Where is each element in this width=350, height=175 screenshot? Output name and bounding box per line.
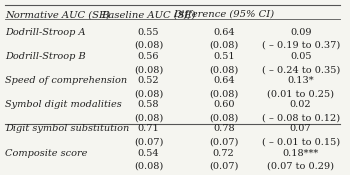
- Text: 0.54: 0.54: [138, 149, 159, 158]
- Text: 0.07: 0.07: [290, 124, 312, 133]
- Text: ( – 0.01 to 0.15): ( – 0.01 to 0.15): [261, 138, 340, 147]
- Text: Symbol digit modalities: Symbol digit modalities: [5, 100, 121, 109]
- Text: (0.08): (0.08): [134, 41, 163, 50]
- Text: Dodrill-Stroop A: Dodrill-Stroop A: [5, 28, 85, 37]
- Text: Baseline AUC (SE): Baseline AUC (SE): [101, 10, 196, 19]
- Text: 0.18***: 0.18***: [282, 149, 319, 158]
- Text: (0.07): (0.07): [209, 162, 238, 171]
- Text: (0.08): (0.08): [134, 113, 163, 122]
- Text: 0.64: 0.64: [213, 76, 234, 85]
- Text: (0.08): (0.08): [134, 89, 163, 98]
- Text: Dodrill-Stroop B: Dodrill-Stroop B: [5, 52, 85, 61]
- Text: (0.08): (0.08): [209, 89, 238, 98]
- Text: 0.56: 0.56: [138, 52, 159, 61]
- Text: Normative AUC (SE): Normative AUC (SE): [5, 10, 110, 19]
- Text: Speed of comprehension: Speed of comprehension: [5, 76, 127, 85]
- Text: Difference (95% CI): Difference (95% CI): [173, 10, 274, 19]
- Text: 0.02: 0.02: [290, 100, 312, 109]
- Text: (0.07): (0.07): [134, 138, 163, 147]
- Text: ( – 0.24 to 0.35): ( – 0.24 to 0.35): [261, 65, 340, 74]
- Text: Composite score: Composite score: [5, 149, 87, 158]
- Text: (0.08): (0.08): [134, 162, 163, 171]
- Text: 0.09: 0.09: [290, 28, 312, 37]
- Text: (0.08): (0.08): [134, 65, 163, 74]
- Text: 0.64: 0.64: [213, 28, 234, 37]
- Text: (0.07): (0.07): [209, 138, 238, 147]
- Text: (0.08): (0.08): [209, 65, 238, 74]
- Text: 0.13*: 0.13*: [287, 76, 314, 85]
- Text: ( – 0.08 to 0.12): ( – 0.08 to 0.12): [261, 113, 340, 122]
- Text: 0.58: 0.58: [138, 100, 159, 109]
- Text: (0.01 to 0.25): (0.01 to 0.25): [267, 89, 334, 98]
- Text: 0.71: 0.71: [138, 124, 159, 133]
- Text: (0.08): (0.08): [209, 113, 238, 122]
- Text: 0.52: 0.52: [138, 76, 159, 85]
- Text: 0.51: 0.51: [213, 52, 234, 61]
- Text: (0.07 to 0.29): (0.07 to 0.29): [267, 162, 334, 171]
- Text: 0.55: 0.55: [138, 28, 159, 37]
- Text: Digit symbol substitution: Digit symbol substitution: [5, 124, 129, 133]
- Text: ( – 0.19 to 0.37): ( – 0.19 to 0.37): [261, 41, 340, 50]
- Text: 0.60: 0.60: [213, 100, 234, 109]
- Text: (0.08): (0.08): [209, 41, 238, 50]
- Text: 0.78: 0.78: [213, 124, 234, 133]
- Text: 0.72: 0.72: [213, 149, 234, 158]
- Text: 0.05: 0.05: [290, 52, 312, 61]
